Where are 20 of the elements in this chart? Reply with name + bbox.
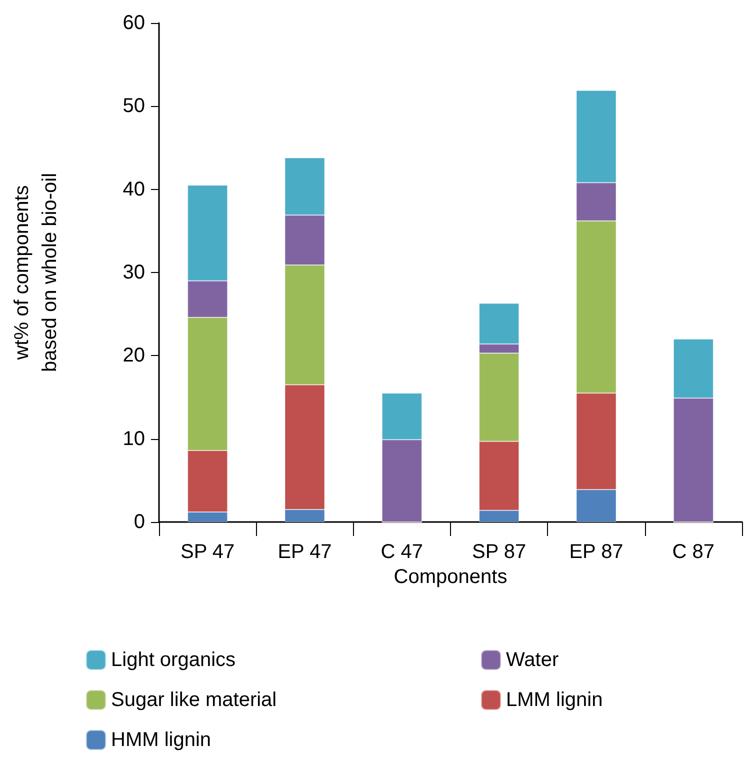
x-tick-label: C 87 — [672, 541, 715, 563]
legend-label: Sugar like material — [111, 689, 277, 711]
x-tick-label: EP 47 — [278, 541, 332, 563]
x-tick-label: EP 87 — [569, 541, 624, 563]
y-tick-label: 40 — [122, 178, 145, 200]
y-tick-label: 20 — [122, 344, 145, 367]
x-tick-label: SP 47 — [180, 541, 235, 563]
y-tick-label: 60 — [122, 12, 145, 34]
x-axis-title: Components — [394, 566, 508, 588]
legend-label: LMM lignin — [506, 689, 603, 711]
y-tick-label: 10 — [122, 428, 145, 450]
legend-label: Water — [506, 649, 559, 671]
x-tick-label: SP 87 — [472, 541, 526, 563]
y-tick-label: 30 — [122, 262, 145, 284]
legend-label: HMM lignin — [111, 729, 212, 751]
legend-label: Light organics — [111, 649, 236, 671]
y-axis-title: wt% of components based on whole bio-oil — [11, 172, 61, 372]
y-tick-label: 0 — [134, 511, 145, 533]
y-tick-label: 50 — [122, 95, 145, 118]
x-tick-label: C 47 — [380, 541, 424, 563]
